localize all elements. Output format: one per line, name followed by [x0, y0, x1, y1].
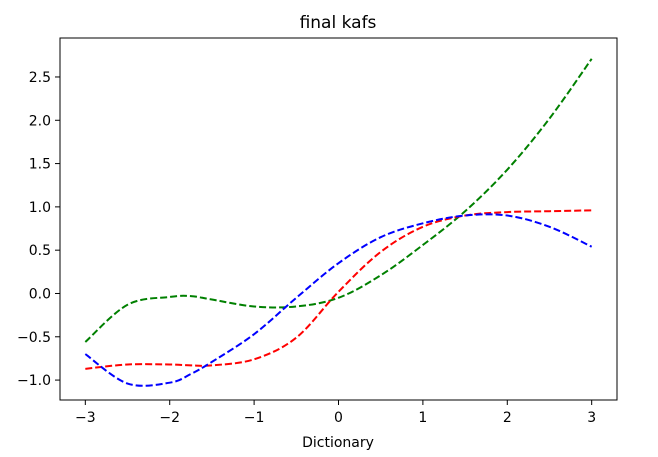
y-tick-label: 1.5 [29, 157, 51, 173]
series-line-2 [85, 209, 592, 370]
x-tick-label: 0 [334, 410, 343, 426]
y-tick-label: 2.5 [29, 70, 51, 86]
x-tick-label: −3 [75, 410, 96, 426]
chart-title: final kafs [300, 13, 377, 33]
x-tick-label: 2 [503, 410, 512, 426]
x-tick-label: 1 [418, 410, 427, 426]
y-tick-label: 0.5 [29, 243, 51, 259]
x-axis-label: Dictionary [302, 435, 374, 451]
x-tick-label: 3 [587, 410, 596, 426]
x-axis: −3 −2 −1 0 1 2 3 [75, 400, 596, 426]
series-line-3 [84, 213, 593, 387]
series-layer [84, 58, 593, 387]
y-tick-label: −0.5 [17, 330, 51, 346]
y-tick-label: 1.0 [29, 200, 51, 216]
y-axis: −1.0 −0.5 0.0 0.5 1.0 1.5 2.0 2.5 [17, 70, 60, 389]
y-tick-label: 0.0 [29, 286, 51, 302]
y-tick-label: 2.0 [29, 113, 51, 129]
series-line-1 [84, 58, 593, 343]
y-tick-label: −1.0 [17, 373, 51, 389]
x-tick-label: −1 [244, 410, 265, 426]
x-tick-label: −2 [159, 410, 180, 426]
